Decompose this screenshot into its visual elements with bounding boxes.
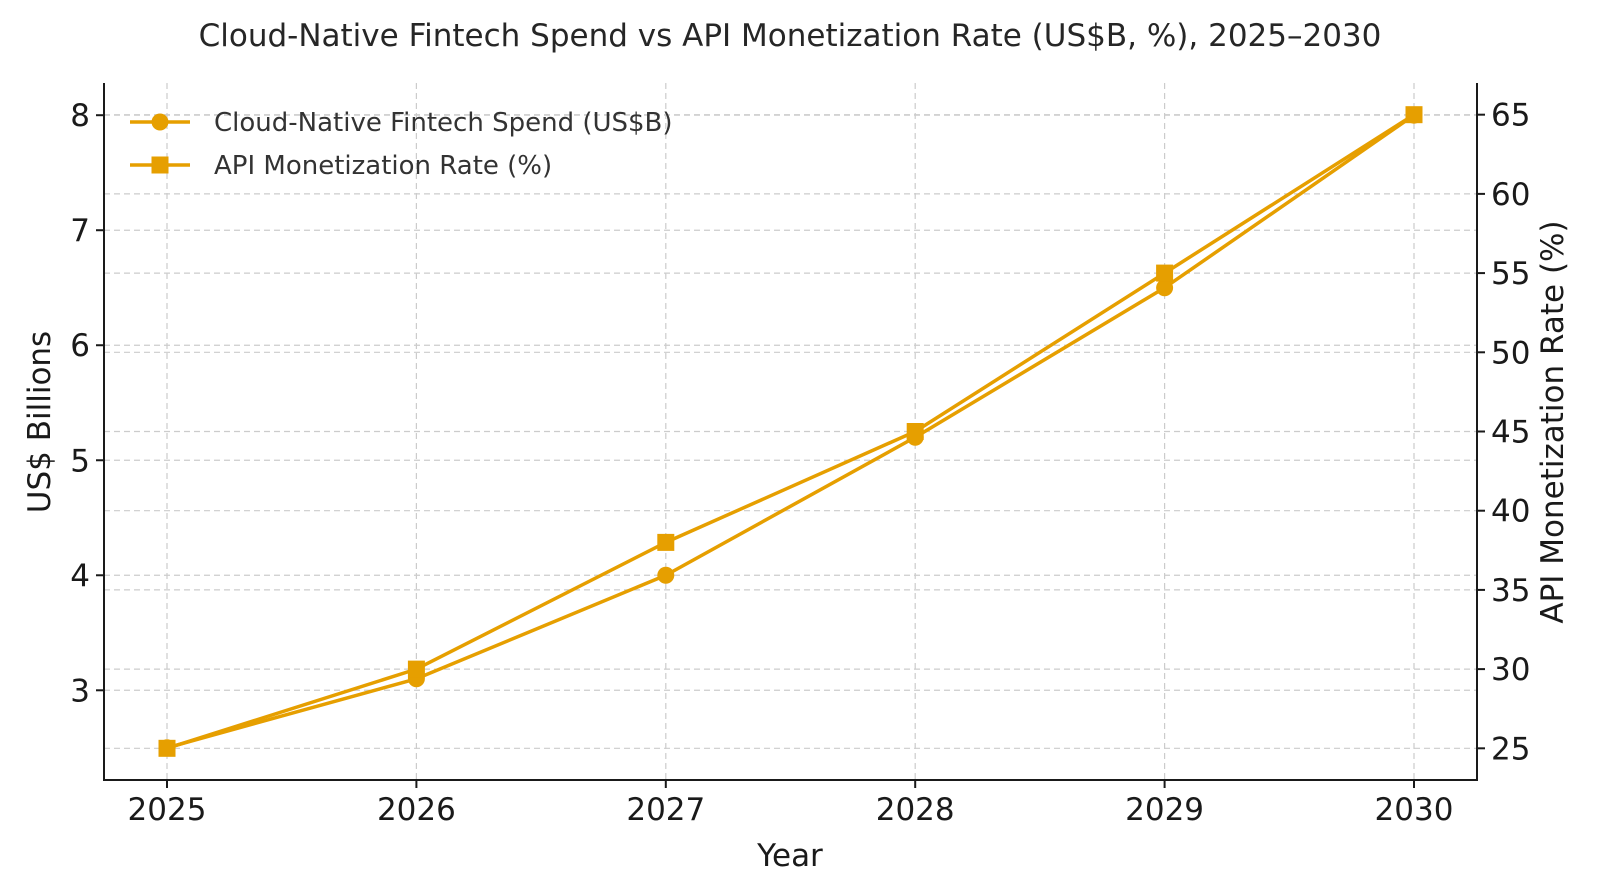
y-tick-label: 3 bbox=[70, 673, 90, 709]
x-tick-label: 2025 bbox=[128, 792, 207, 828]
x-tick-label: 2028 bbox=[876, 792, 955, 828]
grid-layer bbox=[104, 83, 1477, 780]
legend-marker-circle bbox=[151, 113, 169, 131]
x-axis-label: Year bbox=[756, 838, 823, 874]
legend-marker-square bbox=[151, 156, 169, 174]
y-tick-label: 5 bbox=[70, 443, 90, 479]
plot-frame bbox=[103, 83, 1478, 781]
data-point-square bbox=[1405, 106, 1423, 124]
y2-tick-label: 65 bbox=[1491, 98, 1530, 134]
x-tick-label: 2026 bbox=[377, 792, 456, 828]
y-tick-label: 7 bbox=[70, 213, 90, 249]
data-point-square bbox=[657, 533, 675, 551]
data-point-circle bbox=[1156, 279, 1174, 297]
series-line-2 bbox=[166, 113, 1415, 750]
y2-axis-label: API Monetization Rate (%) bbox=[1535, 220, 1571, 623]
x-tick-label: 2029 bbox=[1125, 792, 1204, 828]
series-line-1 bbox=[166, 113, 1415, 750]
y2-tick-label: 60 bbox=[1491, 177, 1530, 213]
legend: Cloud-Native Fintech Spend (US$B) API Mon… bbox=[130, 108, 673, 181]
y2-tick-label: 45 bbox=[1491, 415, 1530, 451]
legend-label: Cloud-Native Fintech Spend (US$B) bbox=[214, 108, 673, 138]
axes-layer: 2025 2026 2027 2028 2029 20303456782530354045… bbox=[70, 83, 1530, 828]
legend-label: API Monetization Rate (%) bbox=[214, 151, 552, 181]
x-tick-label: 2030 bbox=[1375, 792, 1454, 828]
y2-tick-label: 50 bbox=[1491, 335, 1530, 371]
y2-tick-label: 35 bbox=[1491, 573, 1530, 609]
y-tick-label: 8 bbox=[70, 98, 90, 134]
y2-tick-label: 25 bbox=[1491, 731, 1530, 767]
data-point-square bbox=[1156, 264, 1174, 282]
data-point-square bbox=[158, 739, 176, 757]
y2-tick-label: 55 bbox=[1491, 256, 1530, 292]
y-tick-label: 6 bbox=[70, 328, 90, 364]
y2-tick-label: 40 bbox=[1491, 494, 1530, 530]
data-point-square bbox=[407, 660, 425, 678]
data-point-circle bbox=[657, 566, 675, 584]
y-tick-label: 4 bbox=[70, 558, 90, 594]
data-point-square bbox=[906, 423, 924, 440]
series-layer bbox=[158, 106, 1423, 757]
x-tick-label: 2027 bbox=[626, 792, 705, 828]
chart-title: Cloud-Native Fintech Spend vs API Moneti… bbox=[199, 18, 1382, 54]
y-axis-label: US$ Billions bbox=[22, 331, 58, 513]
y2-tick-label: 30 bbox=[1491, 652, 1530, 688]
